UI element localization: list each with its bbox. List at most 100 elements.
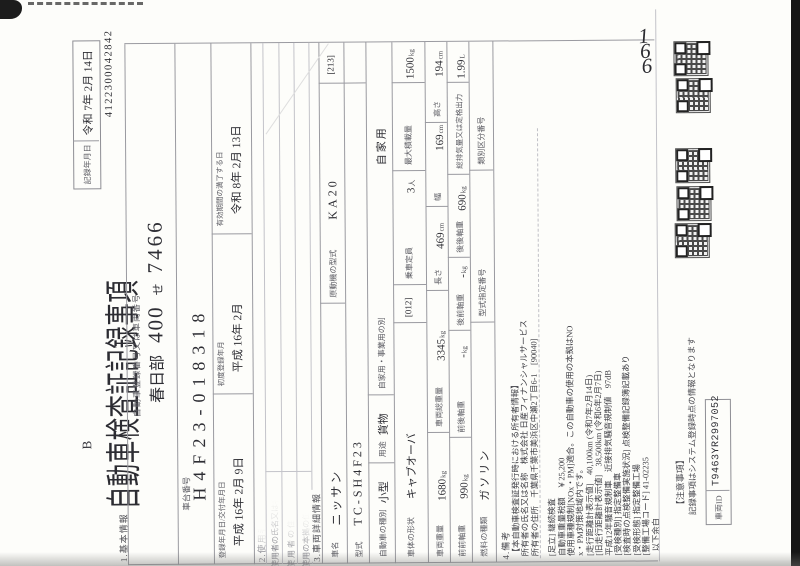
grid-line xyxy=(210,43,215,565)
expiry-value: 令和 8年 2月 13日 xyxy=(230,125,244,215)
engine-model-value: KA20 xyxy=(325,178,340,220)
capacity-value: 3人 xyxy=(405,179,418,194)
use-label: 用途 xyxy=(378,441,388,458)
vehicle-id-label: 車両ID xyxy=(714,495,724,521)
plate-class: 400 xyxy=(143,305,168,343)
scan-artifact-corner xyxy=(0,0,22,19)
grid-line xyxy=(470,321,495,323)
axle-rr-label: 後後軸重 xyxy=(455,220,465,253)
axle-ff-value: 990kg xyxy=(458,474,471,499)
grid-line xyxy=(446,81,469,83)
ownership-value: 自家用 xyxy=(375,126,389,166)
grid-line xyxy=(278,43,283,565)
record-date-label: 記録年月日 xyxy=(83,144,93,185)
axle-rr-value: 690kg xyxy=(456,186,469,211)
grid-line xyxy=(705,489,730,492)
grid-line xyxy=(424,42,429,564)
grid-line xyxy=(367,394,394,396)
grid-line xyxy=(318,82,344,84)
grid-line xyxy=(320,302,346,304)
ownership-label: 自家用・事業用の別 xyxy=(377,317,387,390)
notice-text: 記録事項はシステム登録時点の情報となります xyxy=(686,337,698,516)
remark-line: [検査時の点検整備実施状況] 点検整備記録簿記載あり xyxy=(622,355,633,556)
grid-line xyxy=(368,462,395,464)
width-label: 幅 xyxy=(433,192,443,201)
class-code-label: 類別区分番号 xyxy=(476,116,487,165)
plate-label: 自動車登録番号又は車両番号 xyxy=(131,293,142,418)
grid-line xyxy=(265,470,312,473)
grid-line xyxy=(212,393,253,395)
axle-rf-label: 後前軸重 xyxy=(456,293,466,326)
length-value: 469cm xyxy=(434,222,447,249)
plate-region: 春日部 xyxy=(149,354,167,403)
scan-artifact-bottom-edge xyxy=(0,552,800,566)
registration-date-value: 平成 16年 2月 9日 xyxy=(233,457,246,547)
grid-line xyxy=(308,42,313,564)
fuel-value: ガソリン xyxy=(479,448,492,501)
type-approval-label: 型式指定番号 xyxy=(477,268,488,317)
gross-weight-label: 車両総重量 xyxy=(434,386,445,427)
notice-header: 【注意事項】 xyxy=(675,455,686,510)
grid-line xyxy=(250,43,255,565)
model-value: TC-SH4F23 xyxy=(350,439,365,526)
scan-artifact-top-edge xyxy=(28,2,143,8)
car-name-value: ニッサン xyxy=(329,469,344,526)
class-mark: B xyxy=(79,440,95,450)
grid-line xyxy=(343,82,366,84)
qr-code xyxy=(675,78,711,114)
grid-line xyxy=(393,284,427,286)
grid-line xyxy=(174,43,179,565)
qr-code xyxy=(675,148,711,184)
body-shape-value: キャブオーバ xyxy=(406,433,419,500)
grid-line xyxy=(447,173,470,175)
grid-line xyxy=(365,42,370,564)
axle-fr-label: 前後軸重 xyxy=(456,400,467,433)
grid-line xyxy=(293,42,298,564)
max-load-label: 最大積載量 xyxy=(403,125,414,166)
plate-value: 春日部 400 せ 7466 xyxy=(143,219,169,403)
width-value: 169cm xyxy=(433,124,447,151)
grid-line xyxy=(211,233,252,235)
engine-model-label: 原動機の型式 xyxy=(328,249,339,298)
grid-line xyxy=(426,289,449,292)
category-label: 自動車の種別 xyxy=(378,509,388,558)
body-shape-code: [012] xyxy=(403,297,414,318)
grid-line xyxy=(424,121,447,124)
record-date-value: 令和 7年 2月 14日 xyxy=(82,50,95,136)
grid-line xyxy=(492,41,497,563)
chassis-value: H4F23-018318 xyxy=(188,306,210,501)
capacity-label: 乗車定員 xyxy=(404,247,415,280)
category-value: 小型 xyxy=(378,481,391,504)
grid-line xyxy=(73,140,100,142)
height-value: 194cm xyxy=(433,50,446,77)
grid-line xyxy=(449,436,472,438)
displacement-label: 総排気量又は定格出力 xyxy=(454,93,465,169)
length-label: 長さ xyxy=(433,268,444,285)
vehicle-id-value: T9463YR2997052 xyxy=(710,394,723,487)
grid-line xyxy=(391,82,425,84)
qr-code xyxy=(673,41,709,77)
plate-number: 7466 xyxy=(142,219,167,274)
first-registration-label: 初度登録年月 xyxy=(216,341,226,387)
grid-line xyxy=(393,322,427,324)
height-label: 高さ xyxy=(432,100,442,117)
qr-code xyxy=(674,223,710,259)
weight-value: 1680kg xyxy=(436,470,449,501)
handwritten-number: 166 xyxy=(637,23,669,78)
first-registration-value: 平成 16年 2月 xyxy=(232,303,245,373)
qr-code xyxy=(676,186,712,222)
grid-line xyxy=(469,169,494,171)
axle-rf-value: -kg xyxy=(456,266,469,278)
grid-line xyxy=(425,205,448,208)
grid-line xyxy=(124,39,655,45)
fuel-label: 燃料の種類 xyxy=(479,516,489,557)
use-value: 貨物 xyxy=(377,413,391,436)
gross-weight-value: 3345kg xyxy=(435,330,448,361)
registration-date-label: 登録年月日/交付年月日 xyxy=(217,481,227,559)
grid-line xyxy=(448,329,471,331)
max-load-value: 1500kg xyxy=(404,49,417,80)
plate-kana: せ xyxy=(151,283,166,296)
axle-fr-value: -kg xyxy=(457,346,470,358)
engine-code: [213] xyxy=(325,55,336,75)
